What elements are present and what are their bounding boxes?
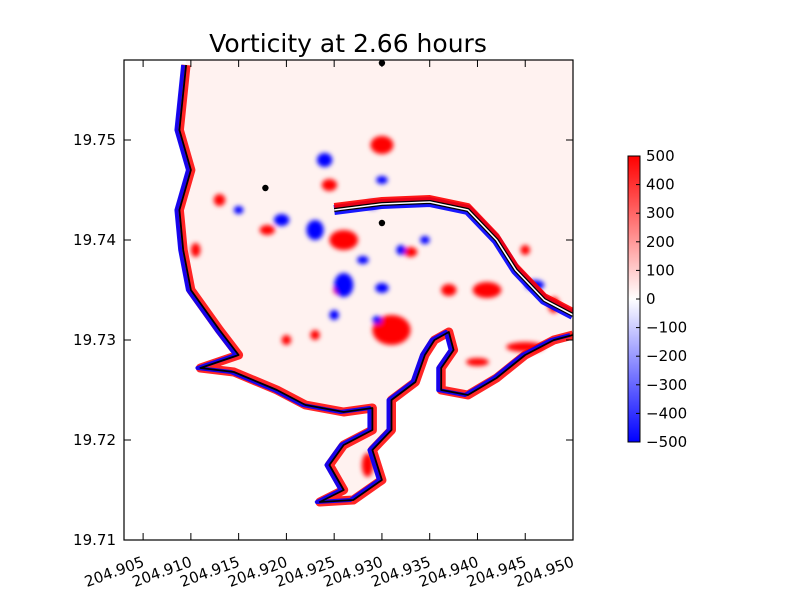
negative-vortex (357, 256, 369, 264)
point-marker (262, 184, 269, 192)
colorbar-tick-label: −200 (646, 347, 687, 365)
negative-vortex (306, 220, 324, 240)
negative-vortex (372, 316, 382, 324)
y-tick-label: 19.72 (73, 431, 116, 449)
positive-vortex (321, 179, 338, 191)
colorbar-tick-label: 200 (646, 233, 675, 251)
positive-vortex (472, 282, 502, 298)
y-tick-label: 19.75 (73, 131, 116, 149)
colorbar-tick-label: 300 (646, 204, 675, 222)
positive-vortex (190, 243, 201, 257)
coastline (178, 64, 573, 503)
colorbar-tick-label: 100 (646, 261, 675, 279)
chart-title: Vorticity at 2.66 hours (209, 29, 487, 58)
colorbar-tick-label: 0 (646, 290, 656, 308)
y-axis: 19.71 19.72 19.73 19.74 19.75 (73, 131, 573, 549)
colorbar-tick-label: −100 (646, 319, 687, 337)
colorbar-tick-label: 400 (646, 176, 675, 194)
y-tick-label: 19.73 (73, 331, 116, 349)
positive-vortex (329, 230, 359, 250)
breakwater-shear-positive (333, 195, 573, 314)
negative-vortex (273, 214, 290, 226)
positive-vortex (520, 245, 531, 255)
negative-vortex (420, 236, 430, 244)
positive-vortex (403, 247, 418, 257)
point-marker (378, 219, 386, 227)
positive-vortex (310, 330, 320, 340)
negative-vortex (329, 310, 339, 320)
y-tick-label: 19.74 (73, 231, 116, 249)
colorbar-tick-label: 500 (646, 147, 675, 165)
colorbar-tick-label: −500 (646, 433, 687, 451)
plot-frame (123, 59, 574, 541)
water-domain (179, 60, 573, 502)
breakwater-core (334, 201, 573, 316)
positive-vortex (213, 194, 226, 206)
coast-shear-negative (174, 64, 571, 504)
colorbar-tick-label: −300 (646, 376, 687, 394)
negative-vortex (375, 283, 389, 293)
positive-vortex (281, 335, 292, 345)
negative-vortex (334, 273, 354, 297)
negative-vortex (316, 153, 333, 167)
negative-vortex (233, 206, 244, 214)
plot-area (124, 60, 573, 540)
positive-vortex (441, 284, 457, 296)
colorbar: 500 400 300 200 100 0 −100 −200 −300 −400 −500 (627, 147, 687, 451)
positive-vortex (370, 136, 394, 154)
positive-vortex (372, 315, 411, 345)
negative-vortex (376, 176, 388, 184)
positive-vortex (466, 358, 489, 366)
colorbar-tick-label: −400 (646, 404, 687, 422)
positive-vortex (259, 225, 275, 235)
negative-vortex (396, 245, 406, 255)
y-tick-label: 19.71 (73, 531, 116, 549)
